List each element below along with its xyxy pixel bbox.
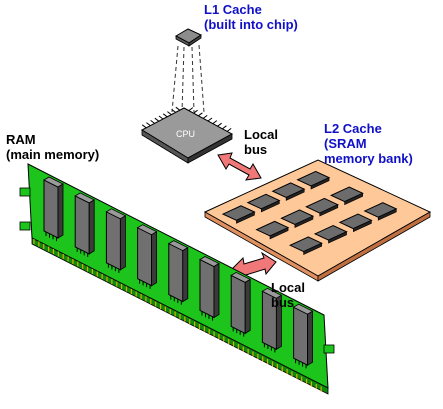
sram-chip [221,205,256,224]
sram-chip-side [353,219,372,233]
ram-chip-side [88,199,95,255]
sram-chip-side [269,227,289,240]
sram-chip-side [294,215,314,228]
ram-notch-right [323,344,335,354]
sram-chip [313,224,348,244]
cpu-pin [146,122,151,126]
ram-chip-side [151,230,158,287]
sram-chip [280,209,315,228]
sram-chip-side [236,211,255,224]
sram-chip-side [310,177,330,190]
ram-chip-face [199,258,215,319]
sram-chip-side [328,231,347,244]
l2-cache-label: L2 Cache (SRAM memory bank) [324,121,413,166]
cpu-chip-icon: CPU [140,106,234,164]
sram-chip-side [377,208,397,221]
ram-chips [43,176,314,369]
ram-label: RAM (main memory) [6,132,99,162]
sram-chip [271,182,306,201]
ram-chip [292,303,314,369]
local-bus-lower-line2: bus [271,295,295,310]
ram-chip-face [43,179,59,239]
sram-chip-side [260,200,280,213]
local-bus-lower-line1: Local [271,280,305,295]
ram-chip [74,192,96,257]
ram-chip [230,271,252,337]
ram-chip-face [293,306,309,367]
ram-chip-side [120,215,126,271]
l1-cache-subtitle: (built into chip) [204,17,298,32]
sram-chip [296,170,331,190]
ram-chip [167,240,189,305]
cpu-chip-label: CPU [176,129,195,139]
cpu-pin [193,109,198,114]
sram-chip [329,186,364,206]
cpu-pin [150,120,155,124]
cpu-pin [217,122,222,127]
sram-chips [221,170,398,255]
sram-chip [288,236,323,255]
cpu-pin [198,112,203,117]
ram-notch-left [19,187,31,197]
ram-chip-face [74,195,90,255]
ram-chip-face [230,274,246,335]
cpu-pin [171,109,176,113]
ram-chip-face [137,226,153,287]
ram-notch-left-lower [19,221,31,231]
l1-cache-die-icon [174,28,203,47]
l1-to-cpu-dashed-lines [171,44,205,113]
ram-chip-side [244,278,251,335]
sram-chip-side [303,242,323,255]
sram-chip-side [285,188,305,201]
ram-chip-side [275,294,282,351]
cpu-pin [202,115,208,119]
l2-cache-title: L2 Cache [324,121,382,136]
cpu-pin [222,125,227,130]
cpu-pin [158,115,164,120]
ram-chip [136,224,158,289]
l1-cache-title: L1 Cache [204,2,262,17]
ram-chip [105,208,127,273]
cpu-pin [162,113,168,118]
l2-cache-subtitle-1: (SRAM [324,136,367,151]
sram-board-icon [203,159,432,282]
ram-chip-face [105,210,121,271]
cpu-pin [141,124,147,129]
double-arrow-icon-upper [217,152,262,181]
sram-chip [305,197,340,217]
ram-chip-side [182,246,189,303]
sram-chip [246,193,281,213]
sram-chip [363,202,398,221]
cpu-pin [226,127,232,132]
ram-chip-side [213,262,220,319]
l1-cache-label: L1 Cache (built into chip) [204,2,298,32]
cpu-pin [175,106,181,111]
sram-chip [338,213,373,233]
ram-chip-side [307,310,314,366]
ram-subtitle: (main memory) [6,147,100,162]
cpu-pin [167,111,172,115]
local-bus-upper-line2: bus [244,142,268,157]
ram-edge-contacts [33,239,322,392]
ram-chip [261,287,283,353]
local-bus-label-upper: Local bus [244,127,278,157]
ram-chip-side [57,183,64,239]
l2-cache-subtitle-2: memory bank) [324,151,413,166]
ram-chip [199,256,220,321]
ram-module-icon [19,163,335,395]
sram-chip-side [319,204,339,217]
local-bus-label-lower: Local bus [271,280,305,310]
sram-chip-side [344,192,363,206]
cpu-pin [188,107,194,111]
ram-title: RAM [6,132,36,147]
sram-chip [255,220,290,240]
ram-chip-face [168,242,184,303]
cpu-pin [207,117,213,122]
cpu-pin [212,120,218,124]
local-bus-upper-line1: Local [244,127,278,142]
ram-chip [43,176,64,242]
cpu-pin [154,117,160,122]
